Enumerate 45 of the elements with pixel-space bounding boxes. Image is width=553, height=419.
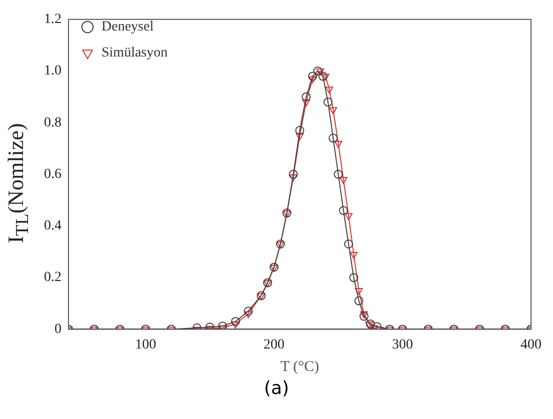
point [324,98,333,107]
point [295,126,304,135]
y-tick-label: 0.8 [44,115,62,130]
x-tick-label: 400 [520,337,542,352]
y-tick-label: 1.0 [44,64,62,79]
point [302,92,311,102]
point [244,306,253,316]
y-tick-label: 0 [54,322,62,337]
y-tick-label: 0.2 [44,270,62,286]
x-tick-label: 300 [392,337,414,352]
point [308,76,317,84]
point [289,174,298,182]
point [302,100,310,107]
point [372,322,382,330]
legend-label: Deneysel [102,20,154,35]
point [325,86,334,94]
x-tick-label: 200 [264,337,285,352]
point [321,74,330,81]
point [313,66,322,76]
point [205,322,214,330]
y-tick-label: 0.6 [44,166,62,182]
point [334,170,343,179]
y-tick-label: 0.4 [44,218,62,234]
point [344,240,354,249]
point [308,72,318,81]
point [349,273,358,282]
x-axis-title: T (°C) [280,358,320,375]
point [218,322,228,330]
point [354,296,364,306]
legend-label: Simülasyon [102,46,168,61]
point [318,72,328,81]
point [334,140,342,148]
point [329,107,338,114]
point [231,316,240,326]
point [350,252,358,259]
y-tick-label: 1.2 [44,12,62,28]
x-tick-label: 100 [135,337,156,352]
point [338,206,348,215]
point [344,213,353,220]
point [339,176,348,184]
point [316,68,324,76]
text: (a) [264,378,290,399]
point [296,133,304,140]
point [288,170,298,179]
point [328,134,338,143]
